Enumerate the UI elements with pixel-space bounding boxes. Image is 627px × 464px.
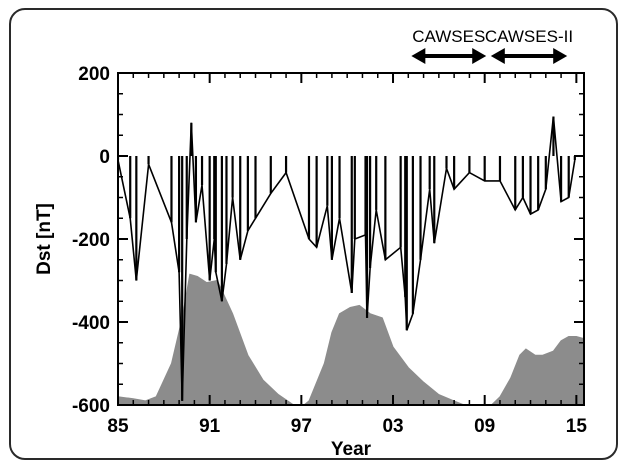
annotation-label: CAWSES-II — [485, 27, 573, 46]
solar-cycle-area — [118, 273, 584, 405]
x-tick-label: 91 — [199, 416, 221, 437]
annotation-arrow-head-left — [411, 48, 426, 64]
y-tick-label: -400 — [72, 313, 110, 334]
x-tick-label: 85 — [107, 416, 129, 437]
x-axis-title: Year — [331, 439, 372, 460]
x-tick-label: 15 — [566, 416, 588, 437]
y-tick-label: -200 — [72, 230, 110, 251]
y-tick-label: -600 — [72, 396, 110, 417]
annotation-arrow-head-left — [490, 48, 505, 64]
y-tick-label: 200 — [78, 64, 110, 85]
x-tick-labels: 85 91 97 03 09 15 — [107, 416, 587, 437]
annotation-arrow-head-right — [472, 48, 487, 64]
annotation-arrow-head-right — [553, 48, 568, 64]
y-tick-labels: 200 0 -200 -400 -600 — [72, 64, 110, 417]
x-tick-label: 97 — [291, 416, 312, 437]
period-annotations: CAWSES CAWSES-II — [411, 27, 573, 64]
dst-line-layer — [118, 116, 576, 401]
axis-ticks — [117, 72, 584, 406]
annotation-label: CAWSES — [412, 27, 485, 46]
x-tick-label: 03 — [382, 416, 403, 437]
solar-cycle-area-layer — [118, 273, 584, 405]
y-axis-title: Dst [nT] — [34, 203, 55, 275]
x-tick-label: 09 — [474, 416, 495, 437]
y-tick-label: 0 — [99, 147, 110, 168]
